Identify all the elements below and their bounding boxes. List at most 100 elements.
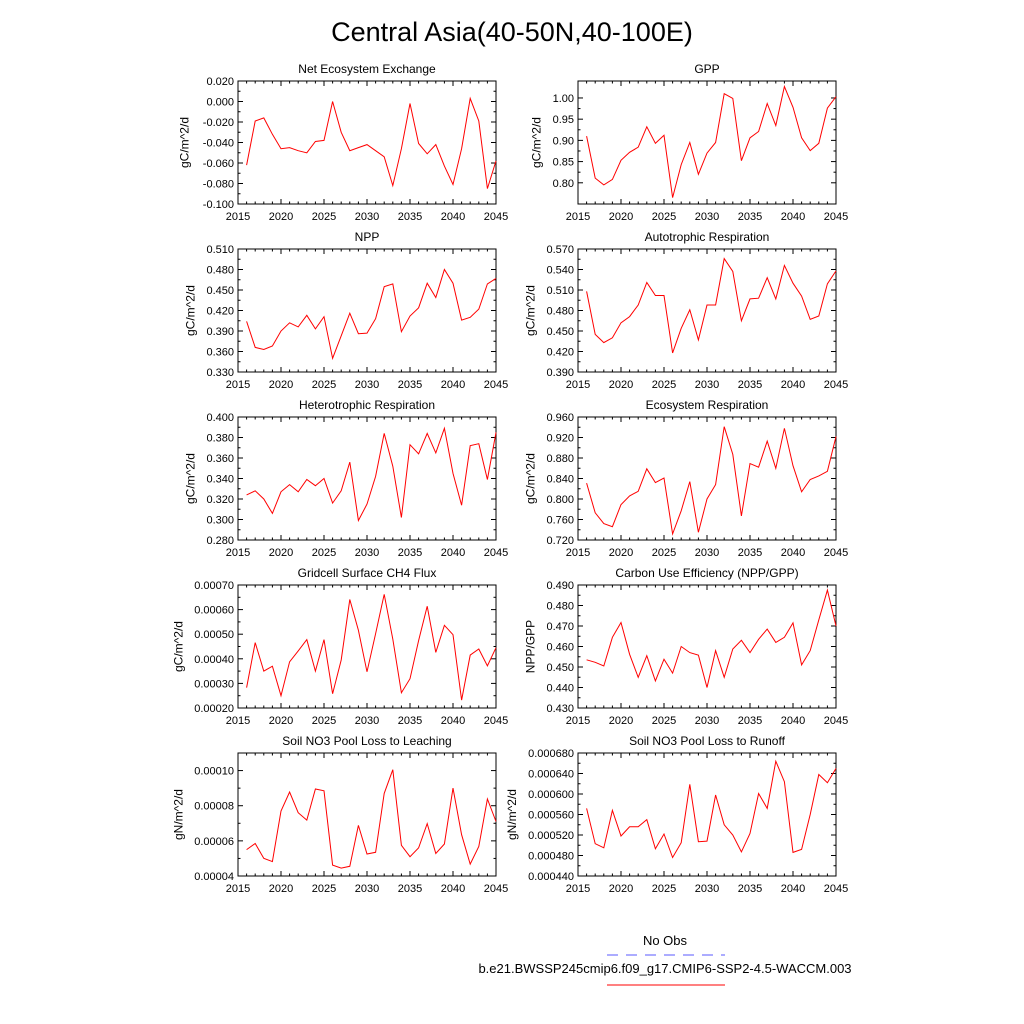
panel-7-xtick-label: 2035 (398, 715, 422, 727)
panel-5-xtick-label: 2020 (269, 547, 293, 559)
panel-7-xtick-label: 2030 (355, 715, 379, 727)
panel-5-ytick-label: 0.280 (206, 535, 234, 547)
panel-1: Net Ecosystem Exchange 2015 2020 2025 2030 20… (177, 62, 508, 223)
panel-6-series-line (586, 426, 837, 536)
panel-5-ytick-label: 0.340 (206, 474, 234, 486)
panel-4-ytick-label: 0.570 (546, 244, 574, 256)
panel-4-xtick-label: 2035 (738, 379, 762, 391)
panel-9-xtick-label: 2035 (398, 883, 422, 895)
panel-1-ytick-label: 0.000 (206, 97, 234, 109)
panel-10-frame (577, 752, 837, 877)
figure-title: Central Asia(40-50N,40-100E) (331, 17, 693, 47)
panel-3-title: NPP (355, 230, 380, 244)
panel-5-xtick-label: 2015 (226, 547, 250, 559)
panel-8-xtick-label: 2015 (566, 715, 590, 727)
panel-3: NPP 2015 2020 2025 2030 2035 2040 2045 0.330 0.36… (184, 230, 509, 391)
panel-5-xtick-label: 2035 (398, 547, 422, 559)
panel-4-xtick-label: 2030 (695, 379, 719, 391)
panel-7-xtick-label: 2015 (226, 715, 250, 727)
panel-5-ytick-label: 0.380 (206, 433, 234, 445)
panel-7-xtick-label: 2040 (441, 715, 465, 727)
panel-1-xtick-label: 2035 (398, 211, 422, 223)
panel-7-title: Gridcell Surface CH4 Flux (298, 566, 437, 580)
panel-3-ytick-label: 0.360 (206, 347, 234, 359)
panel-2-xtick-label: 2030 (695, 211, 719, 223)
panel-4-ylabel: gC/m^2/d (524, 285, 538, 336)
panel-10-ytick-label: 0.000560 (528, 810, 574, 822)
panel-2-xtick-label: 2020 (609, 211, 633, 223)
panel-1-xtick-label: 2045 (484, 211, 508, 223)
panel-8-ytick-label: 0.440 (546, 683, 574, 695)
panel-3-frame (237, 248, 497, 373)
panel-10-xtick-label: 2035 (738, 883, 762, 895)
panel-2-ytick-label: 1.00 (553, 93, 574, 105)
panel-3-xtick-label: 2030 (355, 379, 379, 391)
panel-3-ytick-label: 0.480 (206, 265, 234, 277)
panel-4-series-line (586, 257, 837, 354)
panel-8-ylabel: NPP/GPP (524, 620, 538, 673)
panel-6-ytick-label: 0.800 (546, 494, 574, 506)
panel-2-ytick-label: 0.85 (553, 157, 574, 169)
panel-5-series-line (246, 426, 497, 523)
panel-9-xtick-label: 2040 (441, 883, 465, 895)
panel-3-xtick-label: 2040 (441, 379, 465, 391)
panel-3-ytick-label: 0.510 (206, 244, 234, 256)
panel-2-xtick-label: 2015 (566, 211, 590, 223)
panel-4-ytick-label: 0.450 (546, 326, 574, 338)
panel-7-ytick-label: 0.00020 (194, 703, 234, 715)
panel-1-xtick-label: 2025 (312, 211, 336, 223)
panel-8-xtick-label: 2045 (824, 715, 848, 727)
panel-10-xtick-label: 2015 (566, 883, 590, 895)
panel-4-ytick-label: 0.420 (546, 347, 574, 359)
legend-obs-label: No Obs (643, 933, 688, 948)
panel-3-xtick-label: 2035 (398, 379, 422, 391)
panel-10-ytick-label: 0.000680 (528, 748, 574, 760)
panel-5-ytick-label: 0.400 (206, 412, 234, 424)
panel-4-xtick-label: 2025 (652, 379, 676, 391)
panel-2-ytick-label: 0.90 (553, 135, 574, 147)
panel-6-xtick-label: 2020 (609, 547, 633, 559)
panel-9-xtick-label: 2015 (226, 883, 250, 895)
panels-group: Net Ecosystem Exchange 2015 2020 2025 2030 20… (171, 62, 848, 895)
panel-3-ytick-label: 0.330 (206, 367, 234, 379)
panel-6-xtick-label: 2015 (566, 547, 590, 559)
panel-5-ytick-label: 0.360 (206, 453, 234, 465)
panel-6-xtick-label: 2030 (695, 547, 719, 559)
panel-1-xtick-label: 2015 (226, 211, 250, 223)
panel-8-xtick-label: 2040 (781, 715, 805, 727)
panel-9-ytick-label: 0.00008 (194, 801, 234, 813)
panel-6-ytick-label: 0.960 (546, 412, 574, 424)
panel-10-xtick-label: 2020 (609, 883, 633, 895)
panel-1-xtick-label: 2020 (269, 211, 293, 223)
panel-8-xtick-label: 2035 (738, 715, 762, 727)
panel-3-xtick-label: 2015 (226, 379, 250, 391)
panel-6-xtick-label: 2040 (781, 547, 805, 559)
panel-1-title: Net Ecosystem Exchange (298, 62, 436, 76)
panel-6: Ecosystem Respiration 2015 2020 2025 2030 203… (524, 398, 849, 559)
panel-4-xtick-label: 2045 (824, 379, 848, 391)
panel-1-ytick-label: -0.040 (203, 138, 234, 150)
panel-10-title: Soil NO3 Pool Loss to Runoff (629, 734, 786, 748)
panel-6-ytick-label: 0.720 (546, 535, 574, 547)
panel-7-ytick-label: 0.00030 (194, 678, 234, 690)
panel-7-xtick-label: 2020 (269, 715, 293, 727)
panel-4-xtick-label: 2020 (609, 379, 633, 391)
panel-4-ytick-label: 0.510 (546, 285, 574, 297)
panel-8-ytick-label: 0.480 (546, 601, 574, 613)
panel-10-ylabel: gN/m^2/d (505, 789, 519, 840)
panel-9-frame (237, 752, 497, 877)
panel-8-xtick-label: 2020 (609, 715, 633, 727)
panel-4-xtick-label: 2040 (781, 379, 805, 391)
panel-6-ytick-label: 0.840 (546, 474, 574, 486)
panel-8-title: Carbon Use Efficiency (NPP/GPP) (615, 566, 798, 580)
panel-10-ytick-label: 0.000440 (528, 871, 574, 883)
panel-8-ytick-label: 0.430 (546, 703, 574, 715)
panel-3-xtick-label: 2045 (484, 379, 508, 391)
panel-2-ytick-label: 0.95 (553, 114, 574, 126)
panel-9: Soil NO3 Pool Loss to Leaching 2015 2020 20… (171, 734, 508, 895)
panel-8-frame (577, 584, 837, 709)
panel-6-ytick-label: 0.880 (546, 453, 574, 465)
panel-6-ytick-label: 0.760 (546, 515, 574, 527)
panel-7: Gridcell Surface CH4 Flux 2015 2020 2025 203… (171, 566, 508, 727)
